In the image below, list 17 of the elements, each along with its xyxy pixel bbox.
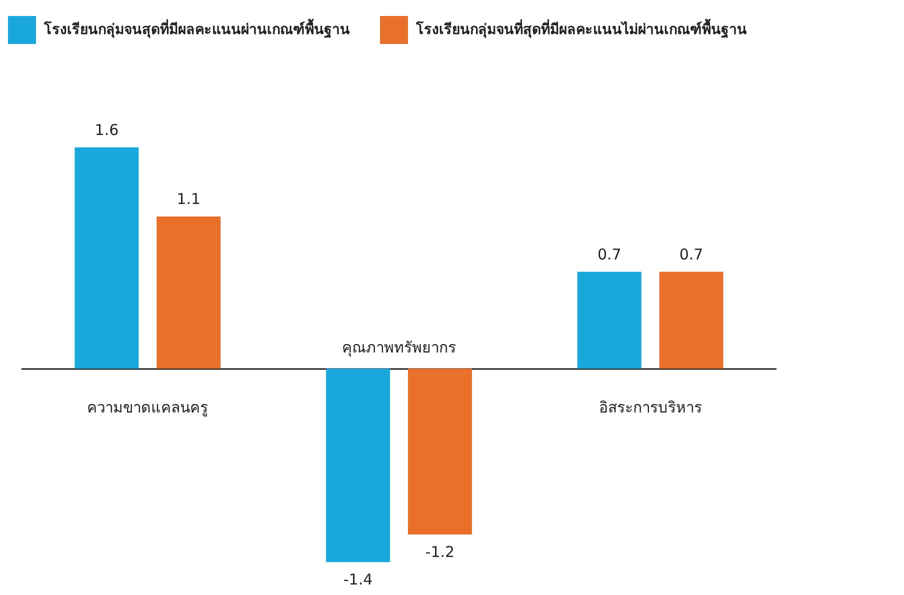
x-tick-label: อิสระการบริหาร	[598, 398, 702, 417]
data-label: -1.2	[425, 543, 455, 562]
bar	[326, 368, 390, 562]
data-label: -1.4	[343, 570, 373, 589]
data-label: 0.7	[679, 245, 704, 264]
data-label: 1.1	[176, 190, 201, 208]
x-tick-label: ความขาดแคลนครู	[87, 398, 208, 417]
x-tick-label: คุณภาพทรัพยากร	[342, 338, 456, 358]
bar	[156, 216, 221, 369]
data-label: 0.7	[597, 245, 622, 264]
bar	[408, 368, 472, 535]
legend-label: โรงเรียนกลุ่มจนสุดที่มีผลคะแนนผ่านเกณฑ์พื้นฐาน	[44, 18, 350, 40]
legend-label: โรงเรียนกลุ่มจนที่สุดที่มีผลคะแนนไม่ผ่านเกณฑ์พื้นฐาน	[416, 18, 747, 40]
data-label: 1.6	[94, 120, 119, 139]
bar	[577, 272, 642, 369]
bar	[659, 272, 724, 369]
bar	[74, 147, 139, 369]
